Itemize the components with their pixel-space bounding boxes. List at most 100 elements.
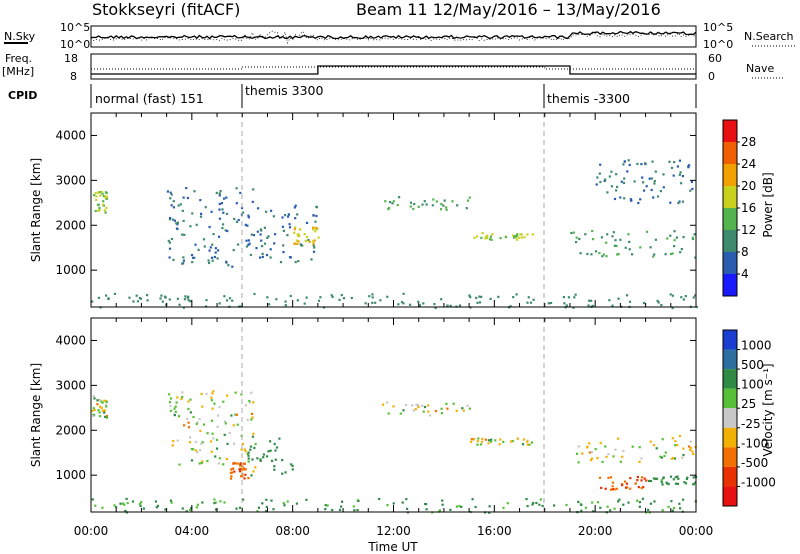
- data-point: [481, 437, 484, 440]
- data-point: [189, 300, 192, 303]
- data-point: [186, 417, 189, 421]
- data-point: [294, 217, 297, 220]
- data-point: [234, 413, 237, 416]
- data-point: [113, 504, 116, 507]
- data-point: [567, 296, 570, 299]
- freq-panel-frame: [90, 53, 697, 80]
- data-point: [353, 509, 356, 512]
- data-point: [402, 292, 405, 295]
- data-point: [314, 230, 317, 233]
- cpid-label: CPID: [8, 89, 37, 102]
- data-point: [181, 209, 184, 212]
- data-point: [575, 241, 578, 244]
- data-point: [105, 195, 108, 198]
- data-point: [684, 295, 687, 298]
- data-point: [269, 248, 272, 251]
- data-point: [281, 225, 284, 228]
- data-point: [211, 407, 214, 410]
- data-point: [232, 424, 235, 427]
- velocity-colorbar: 1000 500 100 25 -25 -100 -500 -1000: [722, 329, 776, 507]
- data-point: [445, 206, 448, 209]
- data-point: [270, 209, 273, 212]
- data-point: [174, 410, 177, 413]
- data-point: [601, 460, 604, 463]
- data-point: [104, 211, 107, 214]
- data-point: [101, 192, 104, 195]
- data-point: [636, 162, 639, 165]
- data-point: [608, 299, 611, 302]
- data-point: [198, 418, 201, 421]
- data-point: [248, 242, 251, 245]
- colorbar-swatch: [723, 208, 737, 230]
- data-point: [654, 477, 657, 480]
- data-point: [692, 483, 695, 486]
- data-point: [305, 296, 308, 299]
- data-point: [239, 191, 242, 194]
- data-point: [638, 501, 641, 504]
- data-point: [298, 228, 302, 231]
- power-ylabel: Slant Range [km]: [29, 158, 43, 262]
- data-point: [619, 460, 622, 463]
- data-point: [230, 468, 233, 471]
- data-point: [598, 252, 601, 255]
- data-point: [681, 200, 685, 203]
- data-point: [392, 502, 395, 505]
- data-point: [261, 255, 264, 258]
- data-point: [629, 198, 632, 201]
- data-point: [364, 302, 367, 305]
- data-point: [497, 295, 500, 298]
- data-point: [218, 194, 221, 197]
- x-tick-label: 00:00: [74, 524, 109, 538]
- data-point: [222, 463, 225, 466]
- data-point: [683, 481, 686, 484]
- data-point: [169, 409, 172, 412]
- data-point: [644, 162, 647, 165]
- data-point: [628, 163, 631, 166]
- data-point: [194, 449, 198, 452]
- noise-search-line: [90, 30, 696, 44]
- data-point: [191, 261, 194, 264]
- data-point: [645, 479, 648, 482]
- colorbar-tick-label: 25: [741, 397, 756, 411]
- data-point: [669, 234, 672, 237]
- data-point: [247, 451, 250, 454]
- data-point: [357, 499, 360, 503]
- data-point: [105, 294, 108, 297]
- data-point: [219, 190, 222, 193]
- data-point: [694, 256, 697, 259]
- data-point: [286, 500, 289, 503]
- colorbar-tick-label: 500: [741, 358, 764, 372]
- data-point: [612, 455, 615, 458]
- data-point: [588, 299, 591, 302]
- data-point: [104, 196, 107, 199]
- data-point: [92, 395, 95, 398]
- data-point: [476, 443, 479, 446]
- colorbar-swatch: [723, 408, 737, 428]
- data-point: [172, 440, 175, 443]
- data-point: [140, 501, 143, 504]
- data-point: [168, 256, 171, 259]
- data-point: [259, 459, 262, 462]
- data-point: [105, 403, 108, 406]
- data-point: [265, 254, 269, 257]
- data-point: [201, 460, 204, 463]
- data-point: [565, 304, 568, 307]
- data-point: [440, 412, 443, 415]
- data-point: [615, 173, 618, 176]
- x-tick-label: 08:00: [275, 524, 310, 538]
- data-point: [688, 164, 691, 167]
- data-point: [240, 448, 243, 451]
- data-point: [288, 256, 292, 259]
- data-point: [181, 262, 184, 265]
- data-point: [273, 242, 276, 245]
- data-point: [177, 204, 180, 207]
- data-point: [102, 200, 105, 203]
- data-point: [296, 213, 299, 216]
- data-point: [691, 187, 694, 190]
- data-point: [677, 202, 680, 205]
- data-point: [125, 497, 128, 500]
- data-point: [675, 236, 678, 239]
- data-point: [617, 297, 620, 300]
- data-point: [402, 302, 405, 305]
- data-point: [652, 477, 656, 480]
